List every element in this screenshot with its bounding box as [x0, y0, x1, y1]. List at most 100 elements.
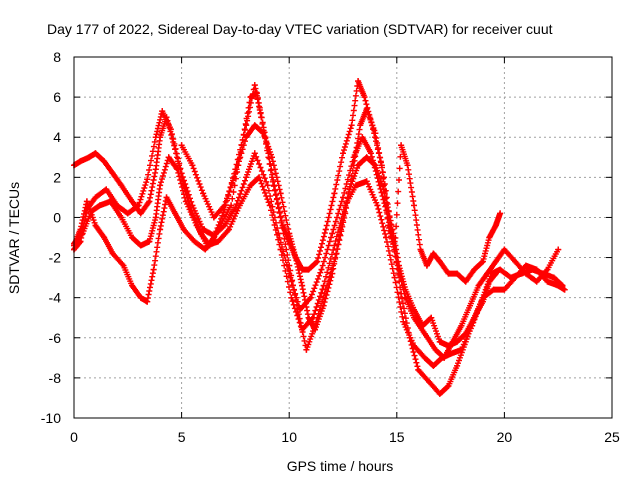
- data-point: [120, 262, 127, 269]
- data-point: [189, 162, 196, 169]
- data-point: [367, 150, 374, 157]
- data-point: [137, 294, 144, 301]
- data-point: [129, 234, 136, 241]
- data-point: [490, 286, 497, 293]
- data-point: [337, 226, 344, 233]
- data-point: [92, 222, 99, 229]
- y-tick-label: -6: [49, 330, 62, 346]
- data-point: [312, 326, 319, 333]
- data-point: [374, 202, 381, 209]
- data-point: [550, 274, 557, 281]
- data-point: [277, 190, 284, 197]
- data-point: [426, 378, 433, 385]
- data-point: [180, 182, 187, 189]
- data-point: [471, 266, 478, 273]
- data-point: [398, 290, 405, 297]
- data-point: [411, 202, 418, 209]
- data-point: [423, 262, 430, 269]
- data-point: [150, 266, 157, 273]
- data-point: [305, 266, 312, 273]
- data-point: [253, 90, 260, 97]
- data-point: [251, 150, 258, 157]
- data-point: [314, 258, 321, 265]
- data-point: [103, 186, 110, 193]
- data-point: [277, 246, 284, 253]
- chart-title: Day 177 of 2022, Sidereal Day-to-day VTE…: [47, 21, 553, 37]
- data-point: [447, 350, 454, 357]
- data-point: [118, 182, 125, 189]
- data-point: [251, 82, 258, 89]
- data-point: [363, 154, 370, 161]
- data-point: [191, 238, 198, 245]
- data-point: [492, 258, 499, 265]
- data-point: [118, 214, 125, 221]
- data-point: [251, 122, 258, 129]
- data-point: [361, 94, 368, 101]
- data-point: [200, 190, 207, 197]
- data-point: [163, 194, 170, 201]
- data-point: [522, 262, 529, 269]
- data-point: [109, 170, 116, 177]
- data-point: [228, 202, 235, 209]
- data-point: [260, 130, 267, 137]
- data-point: [370, 126, 377, 133]
- data-point: [430, 250, 437, 257]
- data-point: [210, 214, 217, 221]
- data-point: [107, 198, 114, 205]
- data-point: [92, 150, 99, 157]
- data-point: [77, 158, 84, 165]
- data-point: [454, 270, 461, 277]
- data-point: [152, 166, 159, 173]
- data-point: [331, 190, 338, 197]
- data-point: [146, 198, 153, 205]
- data-point: [83, 198, 90, 205]
- data-point: [243, 174, 250, 181]
- data-point: [124, 210, 131, 217]
- x-axis-label: GPS time / hours: [287, 458, 394, 474]
- data-point: [264, 182, 271, 189]
- data-point: [501, 286, 508, 293]
- data-point: [157, 182, 164, 189]
- data-point: [215, 238, 222, 245]
- data-point: [232, 170, 239, 177]
- data-point: [479, 258, 486, 265]
- data-point: [395, 262, 402, 269]
- data-point: [206, 242, 213, 249]
- data-point: [159, 108, 166, 115]
- data-point: [438, 354, 445, 361]
- data-point: [533, 278, 540, 285]
- data-point: [163, 114, 170, 121]
- data-point: [137, 242, 144, 249]
- data-point: [92, 194, 99, 201]
- x-tick-label: 15: [389, 429, 405, 445]
- data-point: [458, 322, 465, 329]
- data-point: [445, 270, 452, 277]
- data-point: [421, 354, 428, 361]
- data-point: [178, 142, 185, 149]
- data-point: [202, 246, 209, 253]
- data-point: [432, 346, 439, 353]
- data-point: [152, 214, 159, 221]
- data-point: [247, 94, 254, 101]
- data-point: [109, 250, 116, 257]
- data-point: [236, 202, 243, 209]
- data-point: [479, 298, 486, 305]
- data-point: [497, 210, 504, 217]
- data-point: [512, 274, 519, 281]
- data-point: [492, 222, 499, 229]
- data-point: [475, 282, 482, 289]
- data-point: [497, 266, 504, 273]
- data-point: [421, 330, 428, 337]
- axis-ticks: 0 5 10 15 20 25 -10 -8 -6 -4 -2 0 2 4 6 8: [41, 49, 620, 445]
- data-point: [436, 338, 443, 345]
- data-point: [378, 162, 385, 169]
- data-point: [402, 286, 409, 293]
- data-point: [146, 238, 153, 245]
- data-point: [352, 182, 359, 189]
- data-point: [445, 382, 452, 389]
- data-point: [294, 306, 301, 313]
- data-point: [288, 294, 295, 301]
- data-point: [286, 230, 293, 237]
- data-point: [383, 234, 390, 241]
- data-point: [217, 222, 224, 229]
